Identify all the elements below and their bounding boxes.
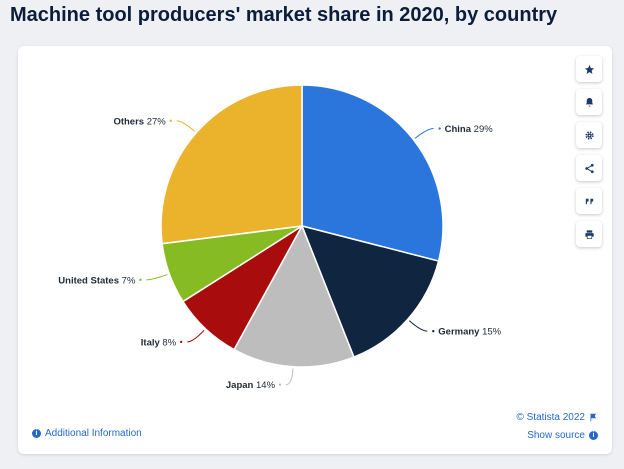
chart-card: China 29% Germany 15% Japan 14% Italy 8% Uni… [18,46,612,454]
notification-button[interactable] [576,89,602,115]
label-connector [146,273,168,281]
slice-label-name: Others [113,116,144,127]
label-connector [285,368,294,386]
slice-label-name: Italy [141,337,161,348]
pie-slice-china[interactable] [301,84,444,262]
slice-label-name: Japan [226,380,254,391]
label-connector [408,320,428,332]
quote-icon [585,198,593,204]
bell-icon [585,97,593,107]
print-icon [584,229,594,239]
slice-label: Japan 14% [226,380,276,391]
label-dot [169,119,172,123]
slice-label-name: United States [58,275,119,286]
slice-label: Others 27% [113,116,166,127]
additional-information-label: Additional Information [45,428,142,439]
info-icon: i [589,431,598,440]
slice-label: Germany 15% [438,327,501,338]
info-icon: i [32,429,41,438]
settings-button[interactable] [576,122,602,148]
slice-label: United States 7% [58,275,136,286]
cite-button[interactable] [576,188,602,214]
gear-icon [584,130,594,140]
label-connector [414,128,434,139]
slice-label: Italy 8% [141,337,177,348]
slice-label-name: China [445,124,472,135]
statista-copyright: © Statista 2022 [516,412,598,423]
slice-label-value: 29% [471,124,493,135]
favorite-button[interactable] [576,56,602,82]
additional-information-link[interactable]: i Additional Information [32,428,142,439]
show-source-label: Show source [527,430,585,441]
label-dot [438,127,441,130]
label-connector [176,120,196,132]
title-strip [0,36,624,42]
label-dot [278,383,282,386]
show-source-link[interactable]: Show source i [527,430,598,441]
slice-label-value: 7% [119,275,136,286]
copyright-label: © Statista 2022 [516,412,585,423]
label-connector [187,329,205,343]
slice-label-value: 27% [144,116,166,127]
star-icon [584,64,594,74]
page-title: Machine tool producers' market share in … [10,4,558,26]
label-dot [179,340,183,344]
slice-label: China 29% [445,124,494,135]
label-dot [139,278,142,282]
slice-label-value: 15% [479,327,501,338]
share-icon [584,163,594,173]
pie-slice-others[interactable] [160,84,303,245]
slice-label-value: 14% [253,380,275,391]
pie-slice-japan[interactable] [233,224,355,368]
flag-icon [590,413,597,422]
pie-slice-germany[interactable] [300,224,440,359]
slice-label-value: 8% [160,337,177,348]
pie-chart: China 29% Germany 15% Japan 14% Italy 8% Uni… [58,84,502,391]
share-button[interactable] [576,155,602,181]
print-button[interactable] [576,221,602,247]
chart-toolbar [576,56,602,254]
label-dot [432,329,435,333]
slice-label-name: Germany [438,327,480,338]
